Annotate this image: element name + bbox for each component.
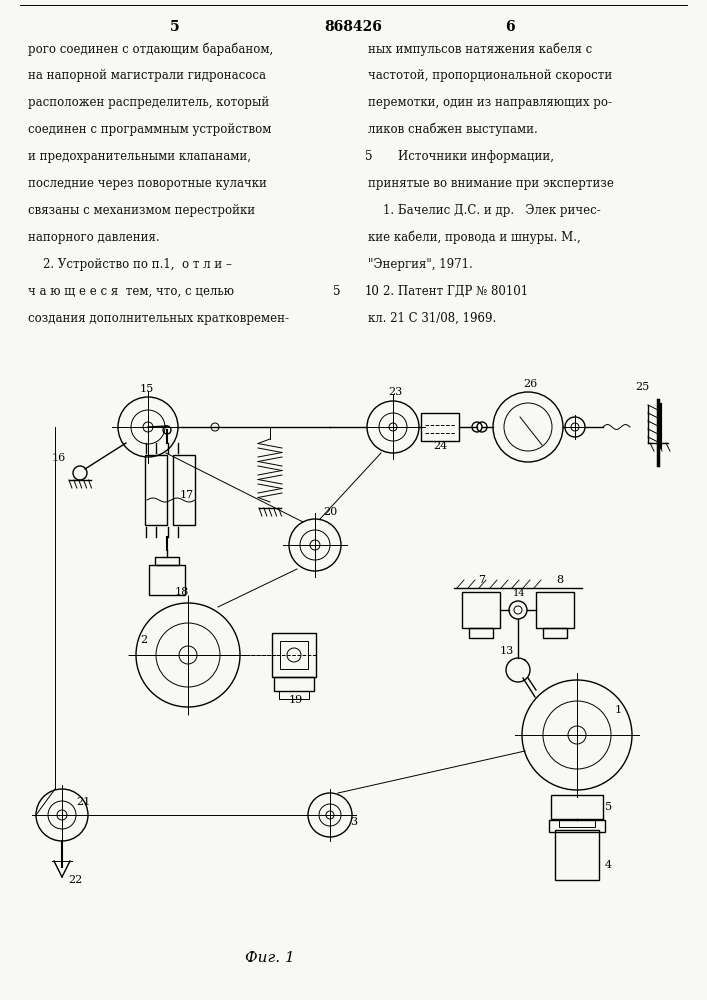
Text: кие кабели, провода и шнуры. М.,: кие кабели, провода и шнуры. М., xyxy=(368,231,580,244)
Text: 868426: 868426 xyxy=(324,20,382,34)
Text: 2: 2 xyxy=(140,635,147,645)
Text: 6: 6 xyxy=(506,20,515,34)
Text: 17: 17 xyxy=(180,490,194,500)
Text: 19: 19 xyxy=(289,695,303,705)
Text: 4: 4 xyxy=(605,860,612,870)
Bar xyxy=(272,633,316,677)
Bar xyxy=(462,592,500,628)
Bar xyxy=(555,830,599,880)
Text: перемотки, один из направляющих ро-: перемотки, один из направляющих ро- xyxy=(368,96,612,109)
Bar xyxy=(549,820,605,832)
Text: кл. 21 С 31/08, 1969.: кл. 21 С 31/08, 1969. xyxy=(368,312,496,325)
Text: 26: 26 xyxy=(523,379,537,389)
Text: 24: 24 xyxy=(433,441,448,451)
Bar xyxy=(551,795,603,819)
Text: напорного давления.: напорного давления. xyxy=(28,231,160,244)
Text: 2. Устройство по п.1,  о т л и –: 2. Устройство по п.1, о т л и – xyxy=(28,258,232,271)
Text: частотой, пропорциональной скорости: частотой, пропорциональной скорости xyxy=(368,69,612,82)
Text: ч а ю щ е е с я  тем, что, с целью: ч а ю щ е е с я тем, что, с целью xyxy=(28,285,234,298)
Text: 18: 18 xyxy=(175,587,189,597)
Text: 25: 25 xyxy=(635,382,649,392)
Text: связаны с механизмом перестройки: связаны с механизмом перестройки xyxy=(28,204,255,217)
Text: 23: 23 xyxy=(388,387,402,397)
Text: 1. Бачелис Д.С. и др.   Элек ричес-: 1. Бачелис Д.С. и др. Элек ричес- xyxy=(368,204,601,217)
Text: ликов снабжен выступами.: ликов снабжен выступами. xyxy=(368,123,538,136)
Text: 2. Патент ГДР № 80101: 2. Патент ГДР № 80101 xyxy=(368,285,528,298)
Bar xyxy=(274,677,314,691)
Text: на напорной магистрали гидронасоса: на напорной магистрали гидронасоса xyxy=(28,69,266,82)
Bar xyxy=(536,592,574,628)
Text: Источники информации,: Источники информации, xyxy=(368,150,554,163)
Bar xyxy=(543,628,567,638)
Text: 16: 16 xyxy=(52,453,66,463)
Text: 20: 20 xyxy=(323,507,337,517)
Text: ных импульсов натяжения кабеля с: ных импульсов натяжения кабеля с xyxy=(368,42,592,55)
Text: 8: 8 xyxy=(556,575,563,585)
Text: последние через поворотные кулачки: последние через поворотные кулачки xyxy=(28,177,267,190)
Text: Фиг. 1: Фиг. 1 xyxy=(245,951,295,965)
Bar xyxy=(559,819,595,827)
Text: 21: 21 xyxy=(76,797,90,807)
Bar xyxy=(145,455,167,525)
Bar xyxy=(421,413,459,441)
Text: 22: 22 xyxy=(68,875,82,885)
Text: 1: 1 xyxy=(615,705,622,715)
Text: и предохранительными клапанами,: и предохранительными клапанами, xyxy=(28,150,251,163)
Bar xyxy=(173,455,195,525)
Text: 15: 15 xyxy=(140,384,154,394)
Text: 7: 7 xyxy=(478,575,485,585)
Text: 3: 3 xyxy=(350,817,357,827)
Bar xyxy=(149,565,185,595)
Bar xyxy=(469,628,493,638)
Text: 5: 5 xyxy=(605,802,612,812)
Bar xyxy=(279,691,309,699)
Text: 5: 5 xyxy=(170,20,180,34)
Text: "Энергия", 1971.: "Энергия", 1971. xyxy=(368,258,473,271)
Text: 13: 13 xyxy=(500,646,514,656)
Text: рого соединен с отдающим барабаном,: рого соединен с отдающим барабаном, xyxy=(28,42,273,55)
Text: принятые во внимание при экспертизе: принятые во внимание при экспертизе xyxy=(368,177,614,190)
Text: расположен распределитель, который: расположен распределитель, который xyxy=(28,96,269,109)
Text: 5: 5 xyxy=(365,150,373,163)
Text: соединен с программным устройством: соединен с программным устройством xyxy=(28,123,271,136)
Text: 14: 14 xyxy=(513,589,525,598)
Bar xyxy=(280,641,308,669)
Bar xyxy=(155,557,179,565)
Text: 5: 5 xyxy=(334,285,341,298)
Text: создания дополнительных кратковремен-: создания дополнительных кратковремен- xyxy=(28,312,289,325)
Text: 10: 10 xyxy=(365,285,380,298)
